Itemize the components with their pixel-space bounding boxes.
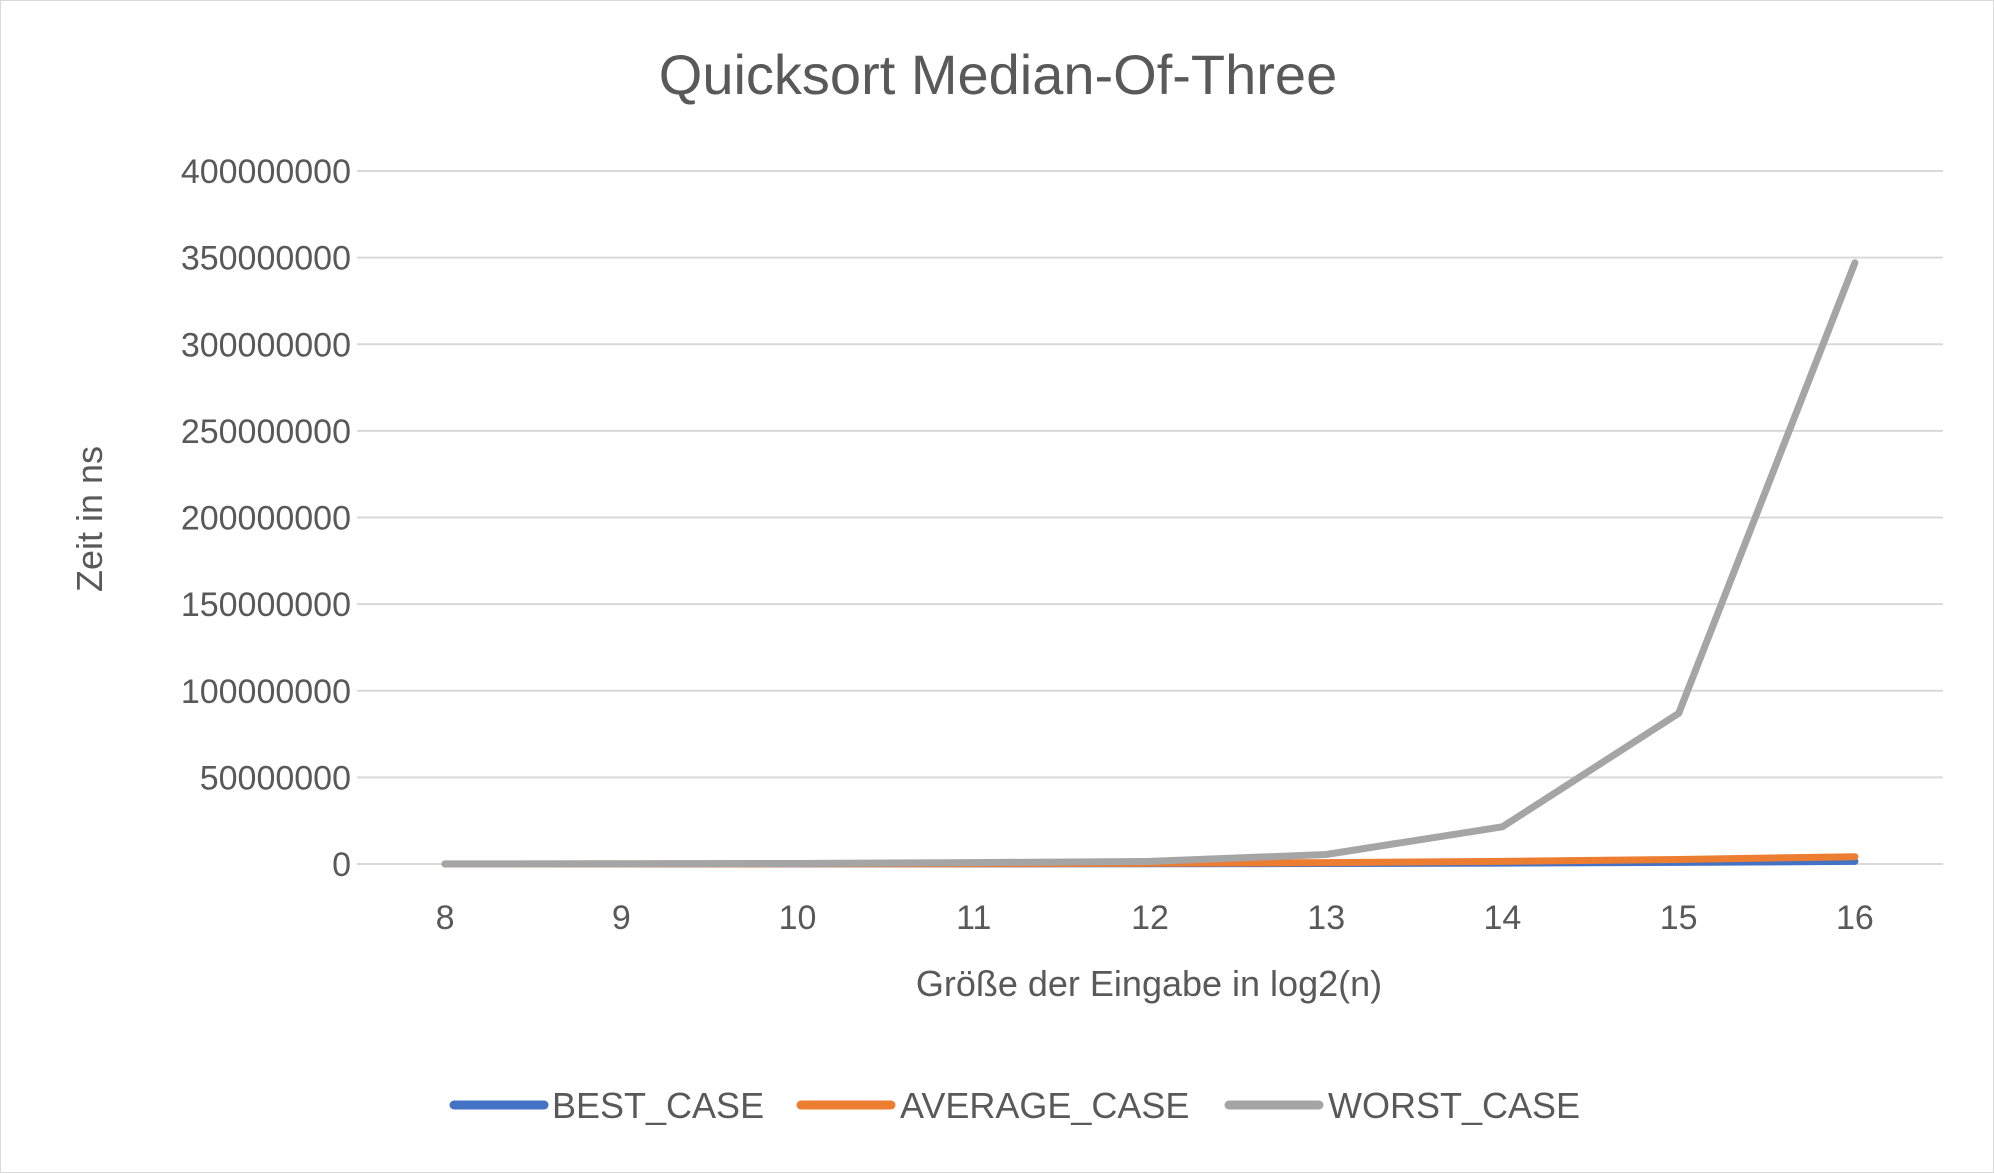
x-tick-label: 8 [436, 899, 455, 937]
legend-label-worst-case: WORST_CASE [1328, 1085, 1580, 1126]
x-tick-label: 14 [1484, 899, 1522, 937]
y-tick-label: 400000000 [181, 153, 351, 191]
y-tick-label: 150000000 [181, 586, 351, 624]
legend: BEST_CASE AVERAGE_CASE WORST_CASE [449, 1085, 1580, 1126]
y-tick-label: 50000000 [200, 759, 351, 797]
series-lines [441, 259, 1859, 868]
gridlines [357, 170, 1943, 865]
legend-label-average-case: AVERAGE_CASE [900, 1085, 1189, 1126]
x-axis-label: Größe der Eingabe in log2(n) [916, 963, 1382, 1004]
x-tick-label: 12 [1131, 899, 1169, 937]
y-axis-label: Zeit in ns [69, 446, 110, 592]
legend-label-best-case: BEST_CASE [552, 1085, 764, 1126]
y-tick-label: 250000000 [181, 413, 351, 451]
x-tick-label: 11 [956, 899, 991, 937]
y-tick-label: 200000000 [181, 500, 351, 538]
x-axis-tick-labels: 8 9 10 11 12 13 14 15 16 [436, 899, 1874, 937]
y-tick-label: 300000000 [181, 326, 351, 364]
x-tick-label: 15 [1660, 899, 1698, 937]
x-tick-label: 13 [1307, 899, 1345, 937]
chart-title: Quicksort Median-Of-Three [659, 43, 1337, 106]
y-tick-label: 100000000 [181, 673, 351, 711]
y-tick-label: 350000000 [181, 240, 351, 278]
x-tick-label: 9 [612, 899, 631, 937]
series-line-worst-case [441, 259, 1859, 868]
x-tick-label: 16 [1836, 899, 1874, 937]
y-axis-tick-labels: 0 50000000 100000000 150000000 200000000 2500… [181, 153, 351, 884]
y-tick-label: 0 [332, 846, 351, 884]
x-tick-label: 10 [779, 899, 817, 937]
